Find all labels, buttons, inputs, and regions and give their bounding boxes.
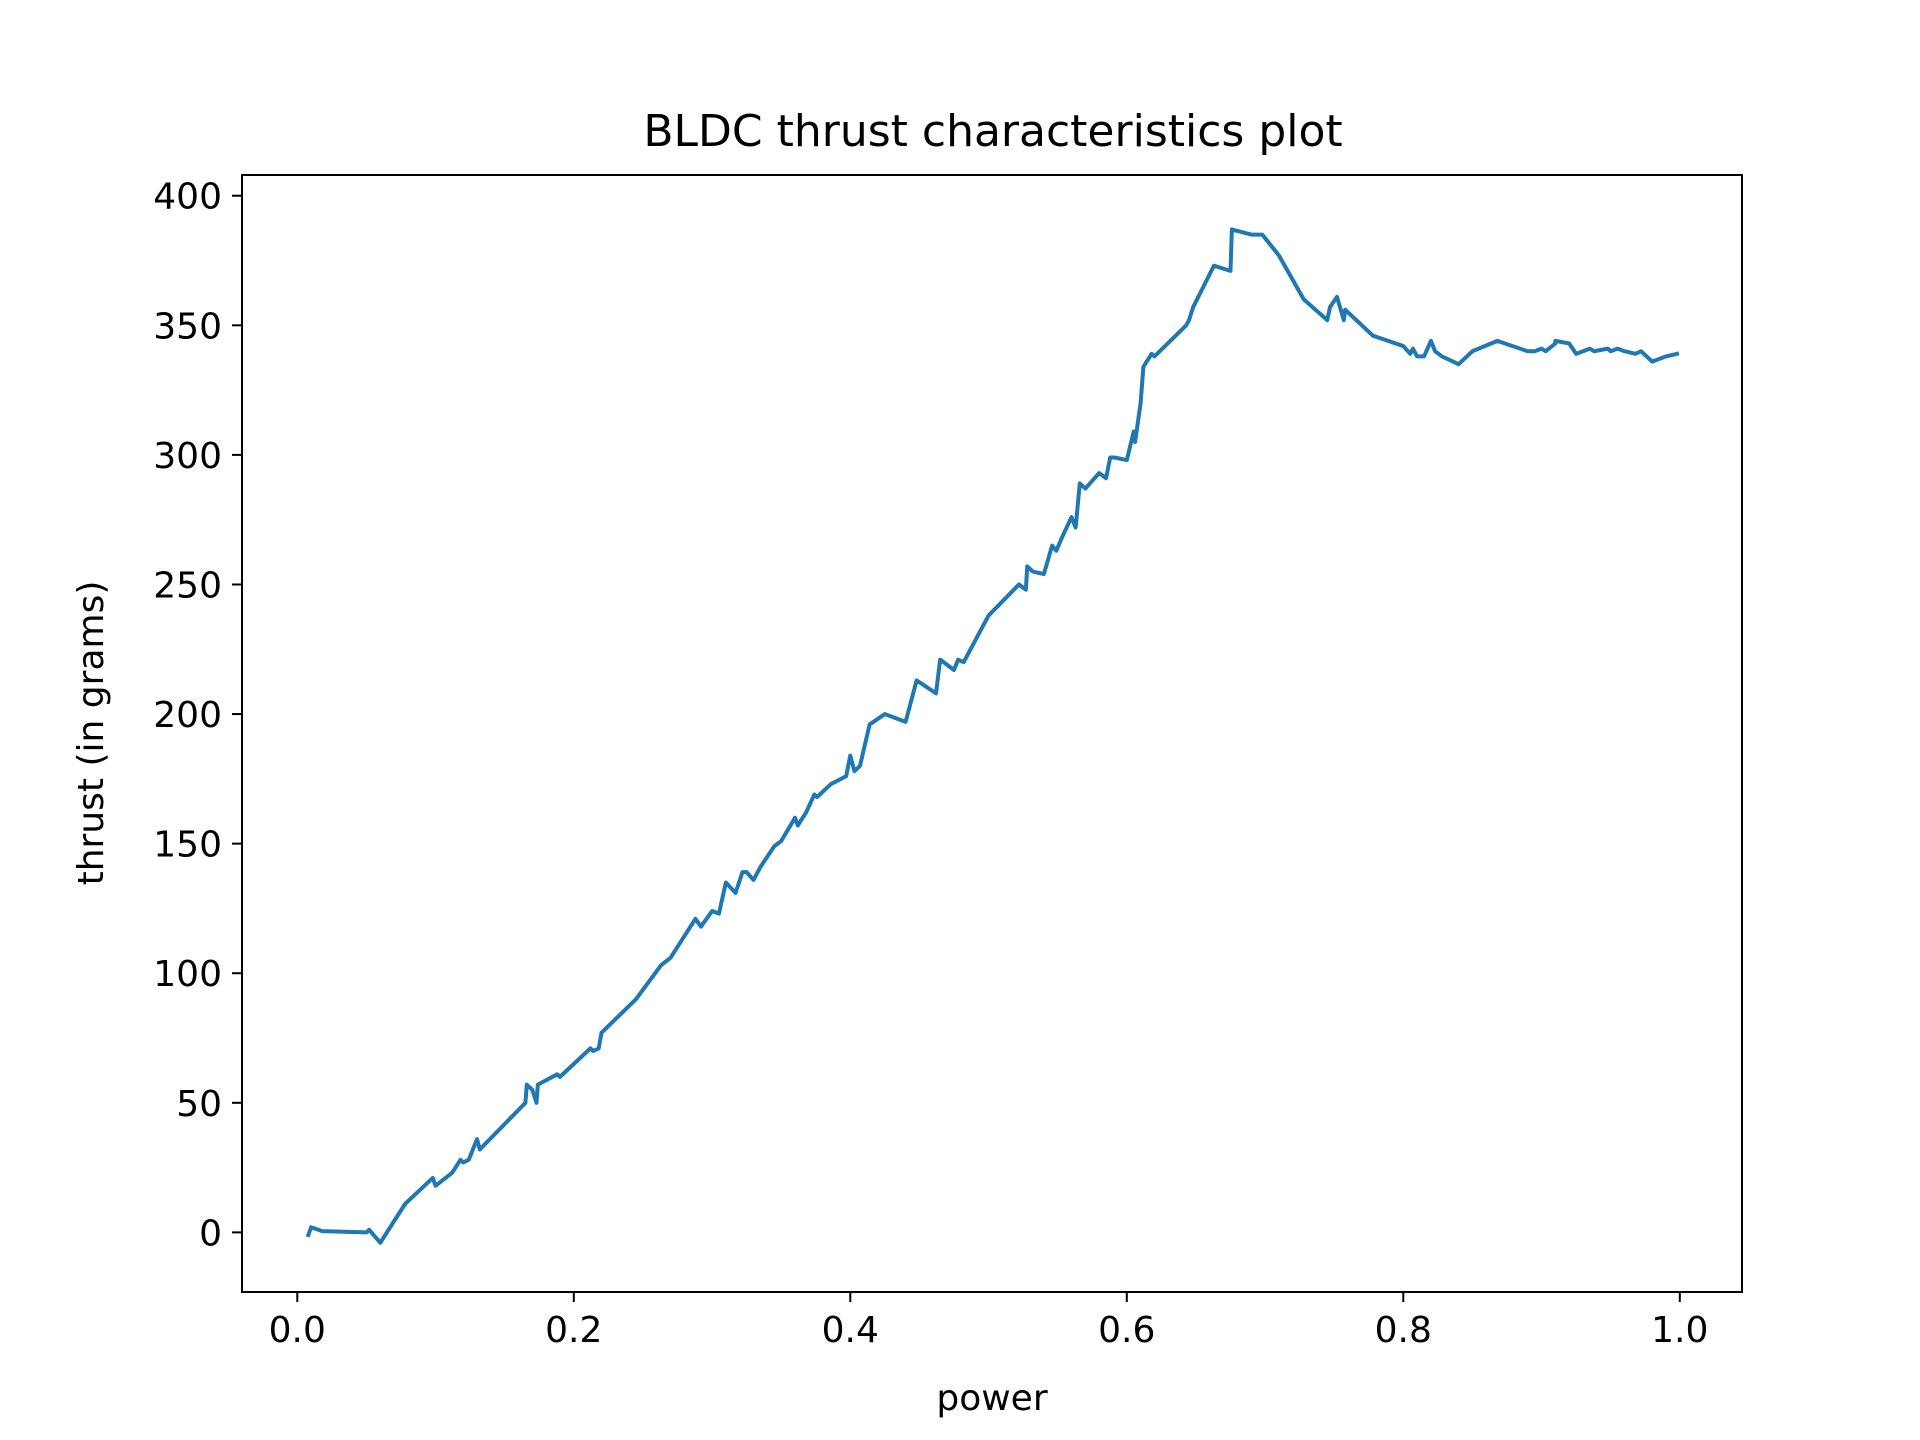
y-tick-label: 100	[153, 954, 222, 995]
y-tick-label: 400	[153, 177, 222, 218]
x-tick-label: 0.2	[545, 1310, 602, 1351]
y-tick-label: 150	[153, 825, 222, 866]
plot-area	[305, 227, 1680, 1245]
y-axis-label: thrust (in grams)	[71, 581, 112, 886]
y-tick-label: 200	[153, 695, 222, 736]
y-tick-label: 50	[176, 1084, 222, 1125]
chart-title: BLDC thrust characteristics plot	[643, 106, 1342, 157]
y-tick-label: 0	[199, 1213, 222, 1254]
axes-frame	[241, 174, 1743, 1293]
y-tick-label: 300	[153, 436, 222, 477]
x-tick-label: 0.0	[269, 1310, 326, 1351]
y-tick-label: 350	[153, 306, 222, 347]
x-axis: 0.0 0.2 0.4 0.6 0.8 1.0	[269, 1292, 1708, 1351]
y-tick-label: 250	[153, 565, 222, 606]
x-tick-label: 0.4	[822, 1310, 879, 1351]
y-axis: 0 50 100 150 200 250 300 350 400	[153, 177, 242, 1254]
thrust-series-line	[305, 227, 1680, 1245]
x-tick-label: 1.0	[1651, 1310, 1708, 1351]
x-tick-label: 0.6	[1098, 1310, 1155, 1351]
x-axis-label: power	[936, 1378, 1047, 1419]
x-tick-label: 0.8	[1375, 1310, 1432, 1351]
